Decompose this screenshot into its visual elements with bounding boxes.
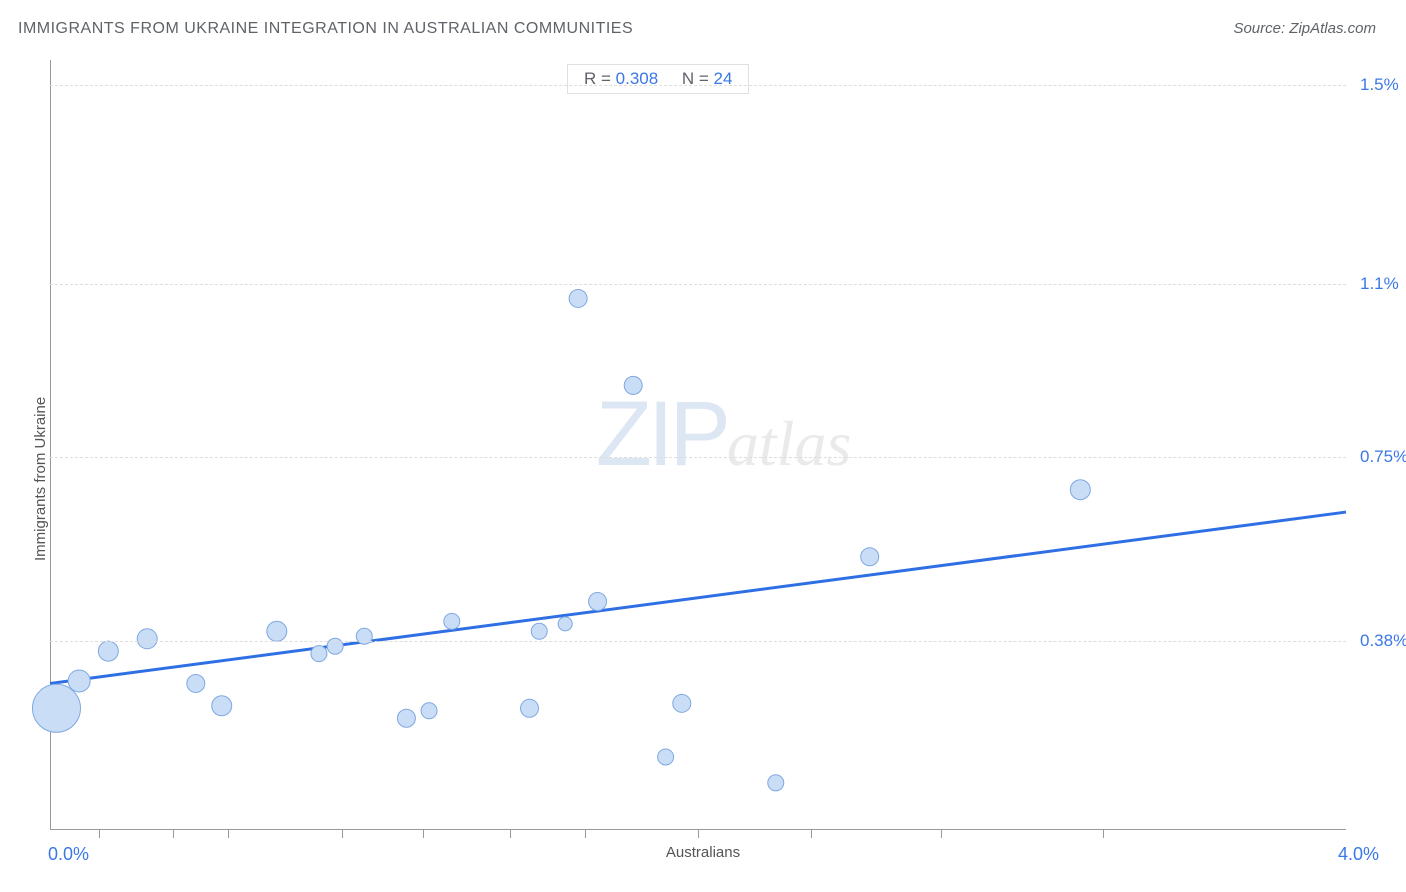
data-point [569,289,587,307]
data-point [861,548,879,566]
chart-svg [50,60,1346,830]
data-point [212,696,232,716]
y-axis-title: Immigrants from Ukraine [32,396,49,560]
data-point [768,775,784,791]
grid-line [50,457,1346,458]
data-point [137,629,157,649]
y-tick-label: 1.5% [1360,75,1399,95]
x-tick [510,830,511,838]
x-tick [99,830,100,838]
data-point [558,617,572,631]
data-point [397,709,415,727]
data-point [421,703,437,719]
y-tick-label: 0.38% [1360,631,1406,651]
x-axis-max-label: 4.0% [1338,844,1379,865]
data-point [311,646,327,662]
x-tick [941,830,942,838]
grid-line [50,641,1346,642]
y-tick-label: 0.75% [1360,447,1406,467]
data-point [187,674,205,692]
data-point [444,613,460,629]
x-tick [228,830,229,838]
x-axis-min-label: 0.0% [48,844,89,865]
data-point [68,670,90,692]
y-tick-label: 1.1% [1360,274,1399,294]
grid-line [50,284,1346,285]
data-point [98,641,118,661]
x-tick [173,830,174,838]
data-point [658,749,674,765]
x-axis-title: Australians [666,844,740,861]
x-tick [585,830,586,838]
data-point [267,621,287,641]
x-tick [423,830,424,838]
data-point [521,699,539,717]
data-point [1070,480,1090,500]
chart-title: IMMIGRANTS FROM UKRAINE INTEGRATION IN A… [18,20,633,38]
x-tick [1103,830,1104,838]
source-attribution: Source: ZipAtlas.com [1233,20,1376,37]
x-tick [698,830,699,838]
x-tick [811,830,812,838]
trend-line [50,512,1346,683]
data-point [673,694,691,712]
grid-line [50,85,1346,86]
data-point [32,684,80,732]
data-point [624,376,642,394]
data-point [531,623,547,639]
data-point [589,592,607,610]
x-tick [342,830,343,838]
plot-area: ZIPatlas 0.38%0.75%1.1%1.5% [50,60,1346,830]
chart-container: IMMIGRANTS FROM UKRAINE INTEGRATION IN A… [0,0,1406,892]
